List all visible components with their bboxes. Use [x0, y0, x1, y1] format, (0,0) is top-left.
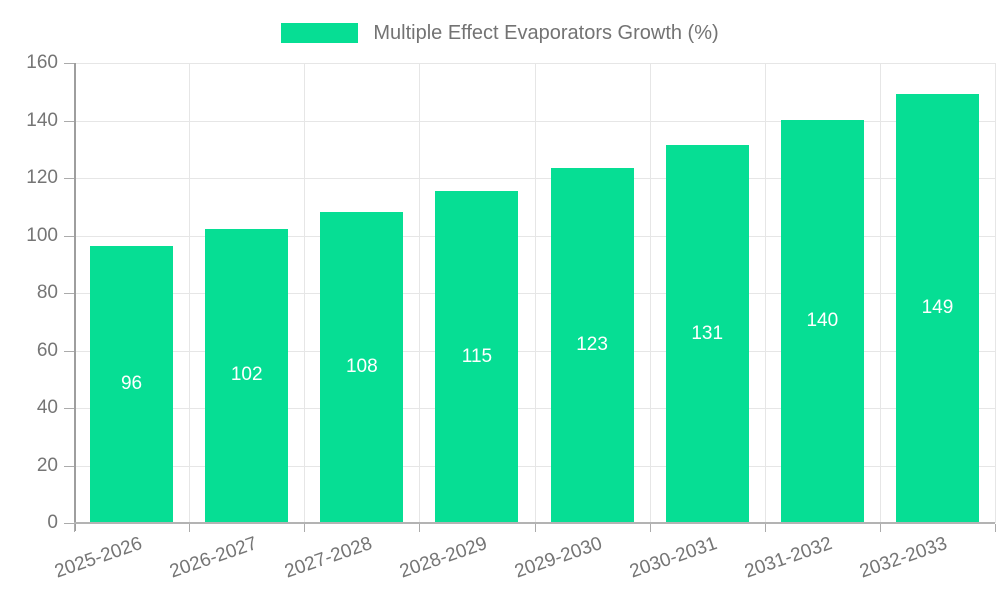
x-tick — [419, 524, 421, 532]
bar: 123 — [550, 168, 634, 522]
y-tick-label: 80 — [36, 282, 58, 303]
x-gridline — [764, 63, 766, 523]
bar-value-label: 140 — [806, 309, 839, 331]
y-tick-label: 120 — [26, 167, 58, 188]
bar: 102 — [205, 228, 289, 522]
x-tick — [649, 524, 651, 532]
y-tick — [64, 178, 74, 179]
bar: 96 — [90, 246, 174, 522]
x-gridline — [995, 63, 996, 523]
y-tick — [64, 523, 74, 524]
x-tick — [764, 524, 766, 532]
x-tick — [189, 524, 191, 532]
bar-value-label: 96 — [120, 373, 143, 394]
y-tick-label: 0 — [47, 512, 58, 533]
x-gridline — [419, 63, 421, 523]
x-gridline — [534, 63, 536, 523]
x-gridline — [304, 63, 306, 523]
bar: 149 — [895, 93, 979, 522]
x-tick — [534, 524, 536, 532]
x-gridline — [189, 63, 191, 523]
bar: 131 — [665, 145, 749, 522]
bar-value-label: 123 — [576, 334, 608, 356]
chart-legend: Multiple Effect Evaporators Growth (%) — [0, 21, 1000, 45]
y-tick-label: 100 — [26, 224, 58, 246]
bar-value-label: 102 — [230, 364, 263, 386]
bar: 115 — [435, 191, 519, 522]
y-tick-label: 140 — [26, 109, 58, 131]
legend-title: Multiple Effect Evaporators Growth (%) — [373, 21, 719, 44]
bar-value-label: 149 — [921, 296, 954, 318]
y-tick — [64, 408, 74, 409]
y-axis-line — [74, 63, 76, 531]
y-tick-label: 60 — [36, 339, 58, 361]
x-tick — [74, 524, 75, 532]
bar: 108 — [320, 211, 404, 522]
y-tick — [64, 293, 74, 294]
plot-area: 0 20 40 60 80 100 120 140 160 96 102 108 115 123 131 14… — [26, 52, 996, 582]
x-gridline — [879, 63, 881, 523]
y-tick — [64, 120, 74, 122]
x-tick — [879, 524, 881, 532]
legend-swatch — [281, 23, 359, 43]
x-tick — [304, 524, 306, 532]
x-tick — [995, 524, 996, 532]
bar-value-label: 108 — [345, 355, 378, 377]
x-gridline — [649, 63, 651, 523]
y-tick-label: 160 — [26, 52, 58, 73]
x-axis-line — [74, 522, 995, 524]
y-tick — [64, 350, 74, 352]
y-tick — [64, 235, 74, 237]
y-tick-label: 40 — [36, 397, 58, 418]
y-tick — [64, 63, 74, 64]
bar-value-label: 115 — [461, 345, 493, 367]
bar-value-label: 131 — [691, 322, 724, 344]
y-tick-label: 20 — [36, 454, 58, 476]
y-tick — [64, 465, 74, 467]
bar: 140 — [780, 119, 864, 522]
